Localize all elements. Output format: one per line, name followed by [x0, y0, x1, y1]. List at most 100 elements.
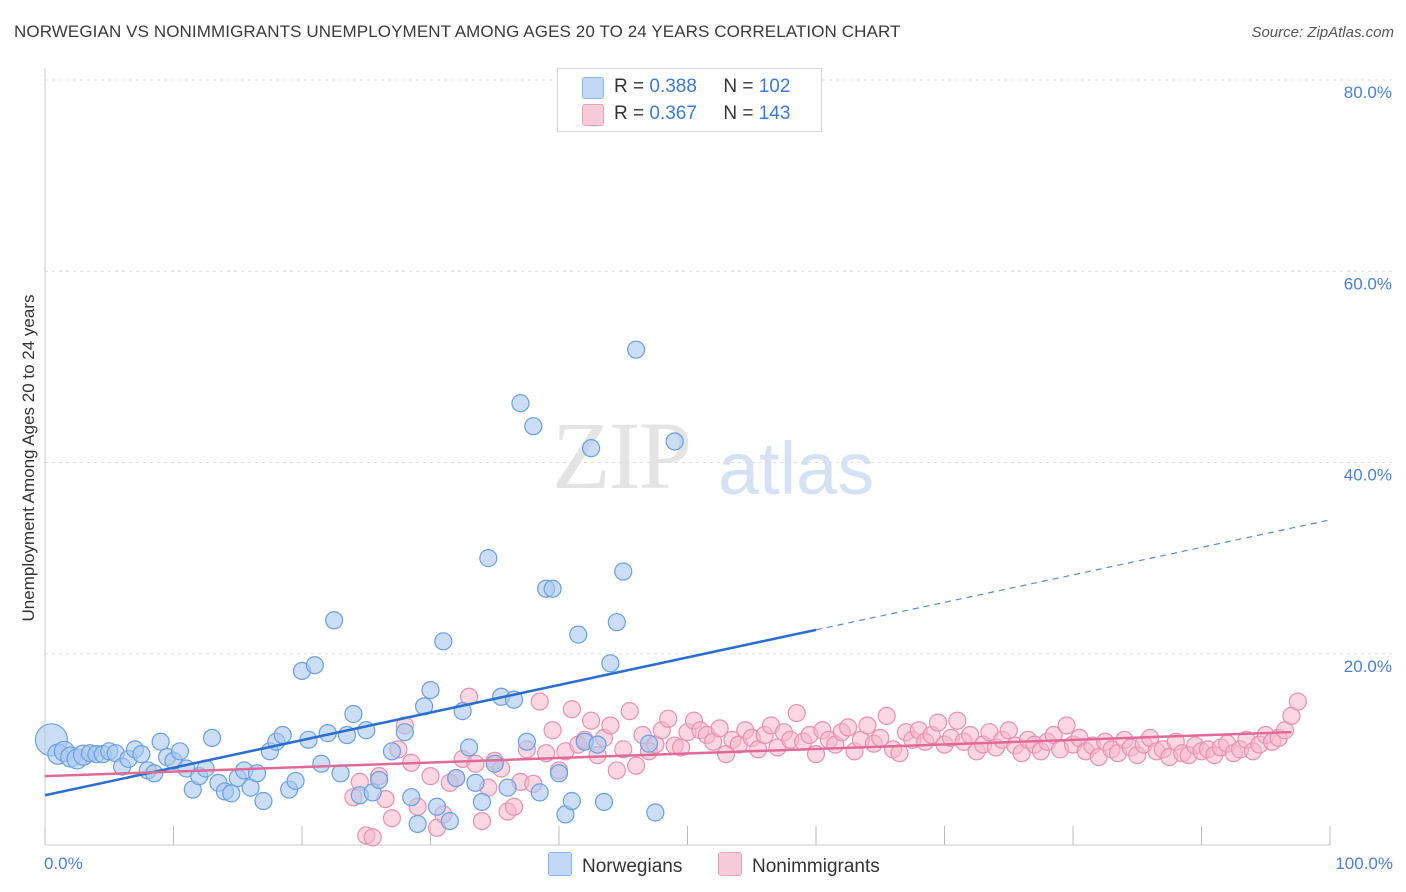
nonimmigrants-point [671, 738, 691, 757]
nonimmigrants-point [710, 719, 729, 738]
source-credit: Source: ZipAtlas.com [1251, 24, 1394, 41]
norwegians-point [447, 768, 466, 788]
nonimmigrants-point [659, 709, 678, 728]
grid-lines [45, 79, 1392, 655]
n-label: N = [723, 76, 759, 97]
nonimmigrants-point [890, 744, 909, 763]
nonimmigrants-point [504, 797, 524, 816]
nonimmigrants-point [421, 767, 440, 786]
norwegians-point [607, 613, 626, 632]
nonimmigrants-point [472, 811, 491, 831]
norwegians-point [434, 632, 453, 651]
norwegians-point [312, 754, 331, 773]
y-tick-label: 60.0% [1344, 274, 1392, 293]
nonimmigrants-point [582, 711, 601, 730]
norwegians-point [601, 654, 620, 673]
axes [44, 68, 1331, 846]
r-value: 0.388 [649, 76, 697, 97]
norwegians-point [582, 439, 601, 458]
norwegians-point [170, 742, 190, 761]
norwegians-point [459, 738, 479, 757]
legend-item-norwegians: Norwegians [548, 852, 682, 878]
norwegians-point [408, 814, 427, 834]
r-label: R = [614, 76, 650, 97]
norwegians-point [646, 803, 665, 822]
nonimmigrants-point [948, 711, 967, 730]
norwegians-point [440, 811, 459, 831]
norwegians-point [331, 764, 350, 783]
norwegians-point [639, 734, 659, 753]
norwegians-point [273, 725, 292, 745]
legend-item-nonimmigrants: Nonimmigrants [718, 852, 880, 878]
nonimmigrants-point [928, 713, 948, 732]
r-label: R = [614, 103, 650, 124]
y-tick-label: 40.0% [1344, 466, 1392, 485]
y-axis-label: Unemployment Among Ages 20 to 24 years [19, 295, 38, 622]
tick-labels: 20.0% 40.0% 60.0% 80.0% 0.0% 100.0% [44, 83, 1393, 873]
x-tick-label-max: 100.0% [1335, 854, 1393, 873]
norwegians-point [472, 792, 491, 812]
n-label: N = [723, 103, 759, 124]
norwegians-point [511, 394, 530, 413]
nonimmigrants-point [839, 718, 858, 737]
nonimmigrants-point [877, 706, 896, 726]
stats-legend: R = 0.388 N = 102 R = 0.367 N = 143 [557, 68, 822, 132]
norwegians-point [254, 791, 273, 811]
norwegians-point [543, 579, 562, 598]
n-value: 102 [758, 76, 791, 97]
norwegians-point [626, 340, 646, 359]
norwegians-point [614, 562, 633, 581]
norwegians-point [382, 742, 402, 761]
norwegians-point [222, 784, 241, 803]
norwegians-legend-swatch [548, 852, 572, 876]
x-tick-label-min: 0.0% [44, 854, 83, 873]
nonimmigrants-point [620, 702, 639, 721]
nonimmigrants-point [999, 721, 1018, 740]
norwegians-point [479, 549, 498, 568]
y-tick-label: 20.0% [1344, 657, 1392, 676]
norwegians-point [395, 723, 414, 742]
norwegians-point [132, 745, 151, 764]
norwegians-swatch [582, 77, 604, 99]
y-tick-label: 80.0% [1344, 83, 1392, 102]
norwegians-point [286, 771, 305, 791]
norwegians-point [305, 656, 324, 675]
watermark-zip: ZIP [552, 402, 692, 509]
legend-label: Norwegians [582, 856, 683, 877]
norwegians-trend-extension [815, 519, 1331, 631]
norwegians-point [569, 625, 588, 644]
nonimmigrants-point [858, 716, 877, 735]
norwegians-point [562, 791, 581, 811]
nonimmigrants-point [530, 692, 549, 711]
norwegians-points [34, 340, 684, 834]
norwegians-point [498, 778, 517, 797]
nonimmigrants-point [466, 754, 485, 773]
nonimmigrants-point [614, 740, 633, 759]
norwegians-point [344, 704, 363, 724]
norwegians-point [524, 417, 543, 436]
nonimmigrants-point [1288, 692, 1307, 711]
nonimmigrants-legend-swatch [718, 852, 742, 876]
norwegians-point [325, 611, 344, 630]
norwegians-point [427, 797, 447, 816]
norwegians-point [594, 792, 614, 812]
norwegians-point [151, 732, 170, 751]
nonimmigrants-point [626, 756, 646, 775]
norwegians-point [202, 728, 222, 748]
legend-label: Nonimmigrants [752, 856, 880, 877]
norwegians-point [588, 735, 607, 754]
nonimmigrants-swatch [582, 104, 604, 126]
nonimmigrants-point [607, 761, 626, 780]
norwegians-point [485, 754, 504, 773]
nonimmigrants-trend-line [44, 730, 1292, 778]
nonimmigrants-point [543, 721, 562, 740]
norwegians-point [402, 788, 421, 807]
nonimmigrants-point [363, 828, 382, 847]
norwegians-point [517, 732, 536, 751]
nonimmigrants-point [1057, 716, 1076, 735]
norwegians-trend-line [44, 628, 817, 797]
norwegians-point [421, 680, 440, 700]
nonimmigrants-point [562, 700, 581, 719]
r-value: 0.367 [649, 103, 697, 124]
